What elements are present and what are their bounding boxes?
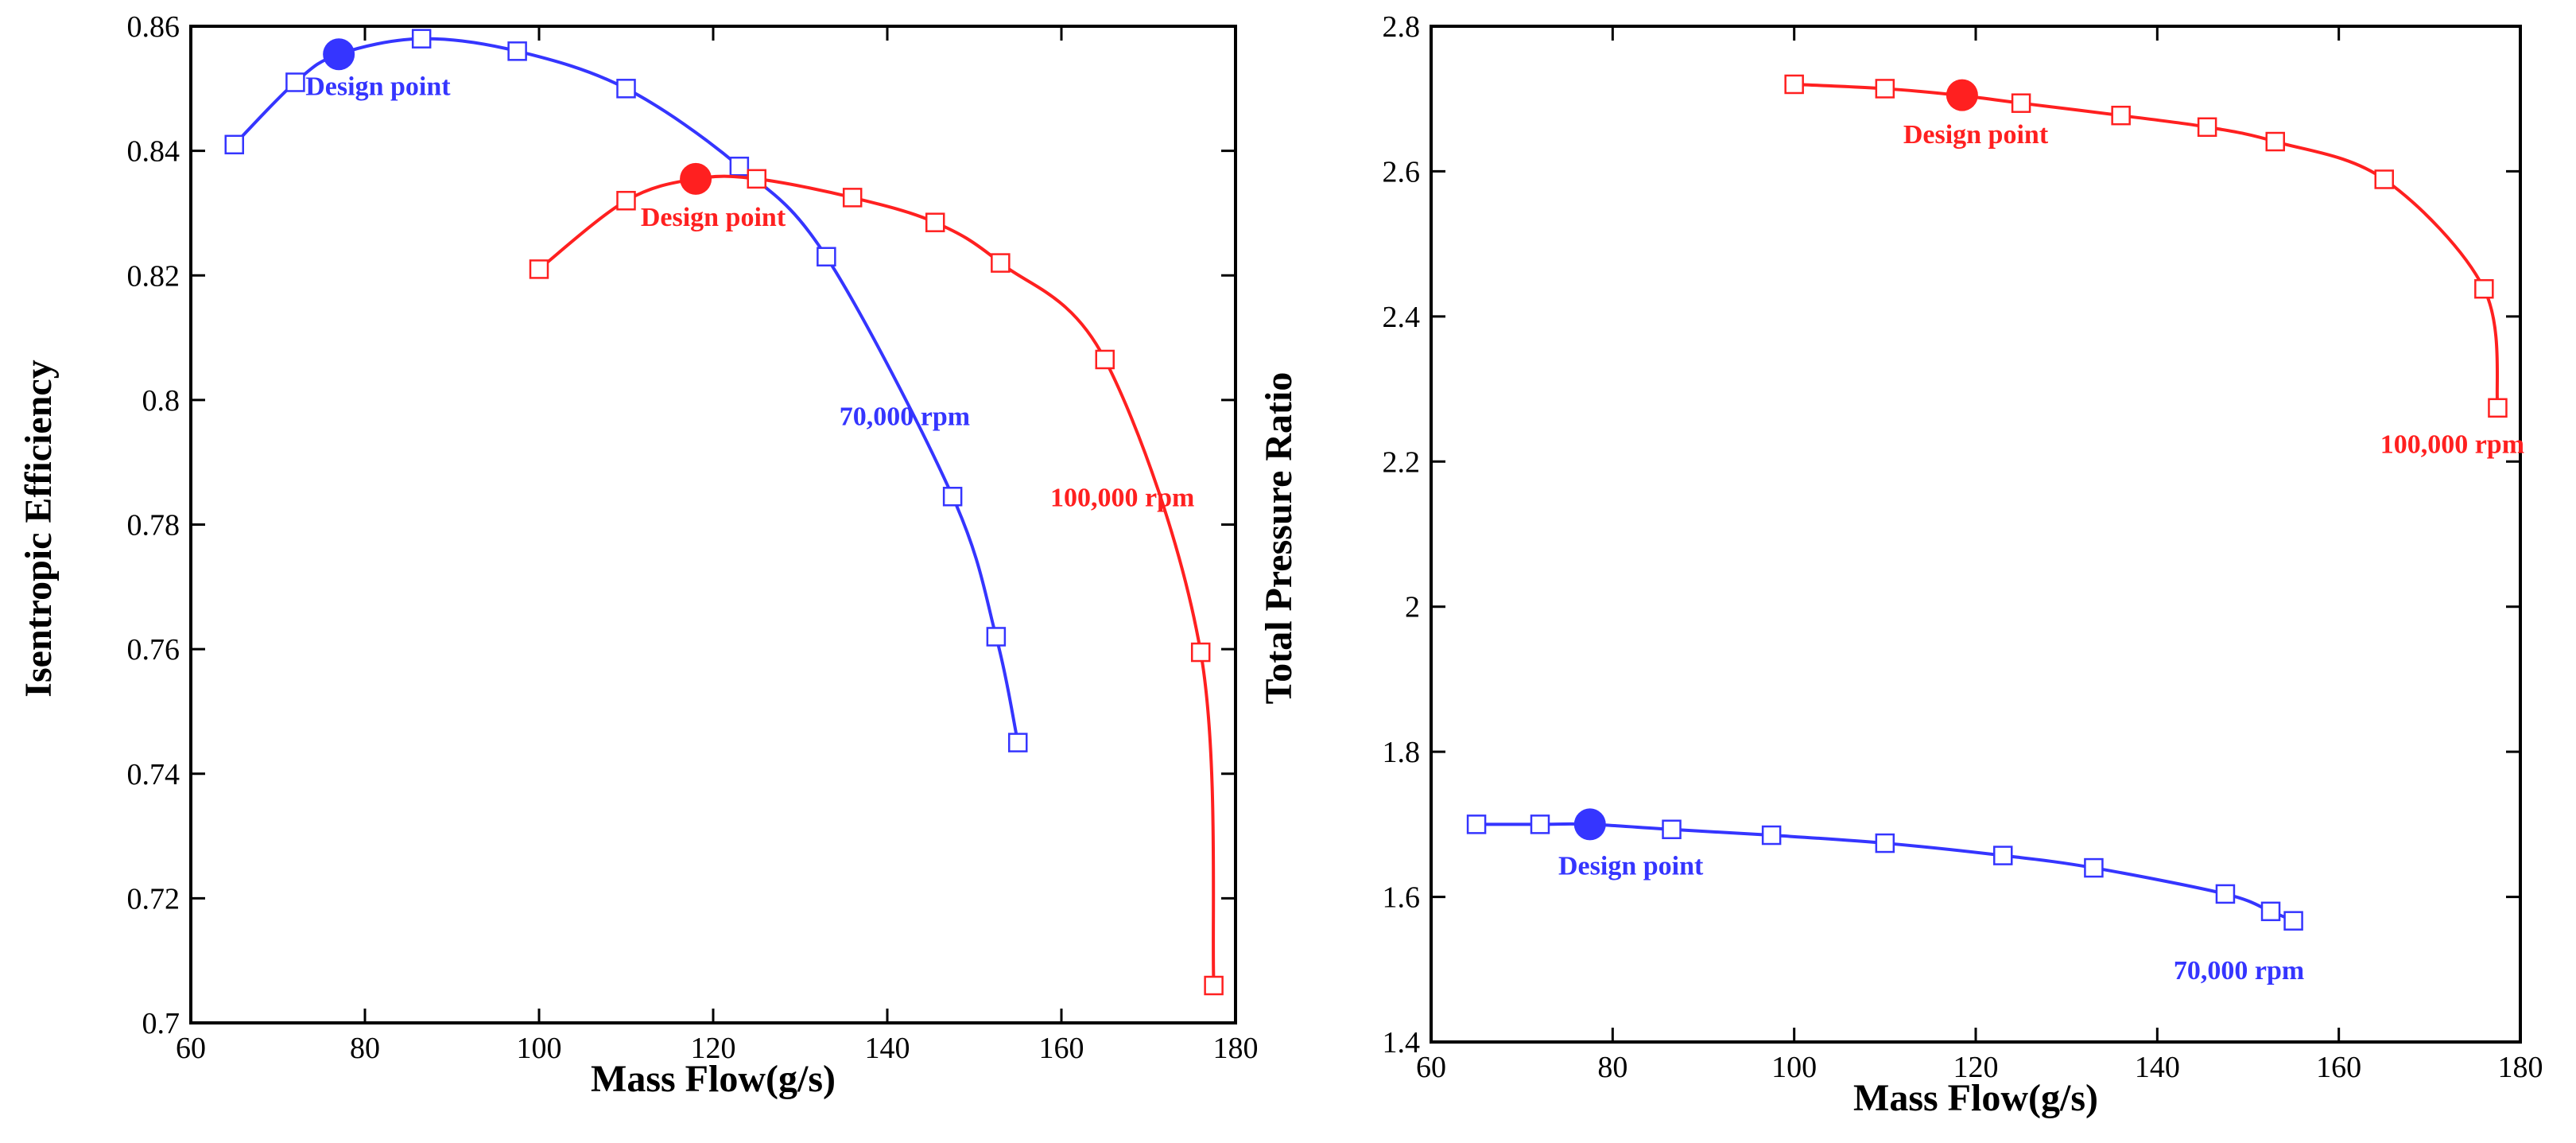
data-point-marker xyxy=(1204,975,1224,996)
y-tick-label: 1.6 xyxy=(1383,881,1421,915)
x-tick-label: 160 xyxy=(1039,1032,1084,1065)
series-100-000-rpm xyxy=(529,162,1224,996)
x-tick-label: 80 xyxy=(1597,1051,1627,1084)
data-point-marker xyxy=(507,41,527,61)
data-point-marker xyxy=(842,188,863,208)
data-point-marker xyxy=(1784,74,1804,95)
data-point-marker xyxy=(285,72,305,92)
series-line xyxy=(537,174,1216,988)
x-tick-label: 120 xyxy=(1953,1051,1999,1084)
data-point-marker xyxy=(2374,169,2394,189)
y-tick-label: 0.72 xyxy=(127,882,180,916)
data-point-marker xyxy=(817,247,836,267)
y-tick-label: 2.8 xyxy=(1383,10,1421,44)
series-70-000-rpm xyxy=(224,29,1028,752)
y-tick-label: 0.74 xyxy=(127,758,180,791)
y-axis-title: Isentropic Efficiency xyxy=(17,360,60,697)
x-tick-label: 140 xyxy=(2135,1051,2180,1084)
series-70-000-rpm xyxy=(1466,808,2303,931)
y-tick-label: 2 xyxy=(1405,591,1420,624)
y-tick-label: 1.4 xyxy=(1383,1026,1421,1059)
data-point-marker xyxy=(616,79,636,99)
design-point-label: Design point xyxy=(1558,851,1704,881)
data-point-marker xyxy=(925,212,945,232)
y-tick-label: 2.4 xyxy=(1383,301,1421,334)
design-point-label: Design point xyxy=(1903,120,2049,150)
x-axis-title: Mass Flow(g/s) xyxy=(591,1058,836,1100)
design-point-label: Design point xyxy=(641,203,786,232)
series-line xyxy=(232,37,1020,745)
data-point-marker xyxy=(729,156,750,177)
chart-pressure-ratio: 60 80 100 120 140 160 180 1.4 1.6 1.8 2 2.2 2.4 2.6 2.… xyxy=(1258,10,2543,1119)
x-tick-label: 180 xyxy=(1213,1032,1259,1065)
data-point-marker xyxy=(2474,278,2494,299)
data-point-marker xyxy=(942,487,963,507)
y-tick-label: 2.2 xyxy=(1383,445,1421,479)
speed-line-label: 100,000 rpm xyxy=(1050,483,1194,512)
speed-line-label: 70,000 rpm xyxy=(2174,956,2304,986)
y-tick-label: 0.82 xyxy=(127,259,180,293)
speed-line-label: 100,000 rpm xyxy=(2380,430,2524,459)
design-point-marker xyxy=(323,38,355,71)
y-tick-label: 0.7 xyxy=(142,1007,180,1040)
x-tick-label: 80 xyxy=(350,1032,380,1065)
x-tick-label: 100 xyxy=(517,1032,562,1065)
data-point-marker xyxy=(2265,131,2285,152)
y-tick-label: 0.78 xyxy=(127,509,180,542)
data-point-marker xyxy=(2111,105,2131,126)
data-point-marker xyxy=(1662,819,1682,839)
y-axis-title: Total Pressure Ratio xyxy=(1258,372,1300,705)
y-tick-label: 0.76 xyxy=(127,633,180,667)
data-point-marker xyxy=(2197,117,2217,138)
data-point-marker xyxy=(2260,901,2281,922)
x-tick-label: 60 xyxy=(176,1032,206,1065)
y-tick-label: 0.84 xyxy=(127,135,180,169)
chart-efficiency: 60 80 100 120 140 160 180 0.7 0.72 0.74 0.76 0.78 0.… xyxy=(17,10,1259,1100)
data-point-marker xyxy=(411,29,432,49)
x-tick-label: 120 xyxy=(691,1032,736,1065)
data-point-marker xyxy=(2011,93,2031,113)
data-point-marker xyxy=(2488,398,2508,418)
data-point-marker xyxy=(1190,642,1211,663)
x-tick-label: 60 xyxy=(1416,1051,1446,1084)
x-tick-label: 160 xyxy=(2316,1051,2361,1084)
y-tick-label: 0.8 xyxy=(142,384,180,418)
data-point-marker xyxy=(1875,79,1895,99)
x-axis-title: Mass Flow(g/s) xyxy=(1853,1077,2098,1119)
y-tick-label: 0.86 xyxy=(127,10,180,44)
data-point-marker xyxy=(616,191,636,211)
x-tick-label: 100 xyxy=(1771,1051,1817,1084)
data-point-marker xyxy=(1875,833,1895,853)
data-point-marker xyxy=(2084,857,2104,878)
y-tick-label: 1.8 xyxy=(1383,736,1421,769)
data-point-marker xyxy=(2215,884,2236,904)
y-tick-label: 2.6 xyxy=(1383,155,1421,189)
series-line xyxy=(1792,82,2500,410)
data-point-marker xyxy=(1095,349,1115,370)
data-point-marker xyxy=(1761,825,1782,846)
x-tick-label: 140 xyxy=(865,1032,910,1065)
data-point-marker xyxy=(224,134,244,155)
design-point-marker xyxy=(1573,808,1606,841)
data-point-marker xyxy=(1466,814,1487,834)
data-point-marker xyxy=(747,169,766,189)
data-point-marker xyxy=(991,253,1011,273)
design-point-marker xyxy=(1946,79,1978,111)
data-point-marker xyxy=(1993,846,2013,865)
data-point-marker xyxy=(1008,733,1028,752)
design-point-marker xyxy=(680,162,712,195)
data-point-marker xyxy=(2283,911,2303,931)
x-tick-label: 180 xyxy=(2498,1051,2543,1084)
plot-frame xyxy=(1430,25,2522,1044)
speed-line-label: 70,000 rpm xyxy=(840,402,970,431)
design-point-label: Design point xyxy=(305,72,451,101)
data-point-marker xyxy=(1530,814,1550,834)
series-100-000-rpm xyxy=(1784,74,2508,418)
data-point-marker xyxy=(986,627,1007,647)
data-point-marker xyxy=(529,259,549,279)
